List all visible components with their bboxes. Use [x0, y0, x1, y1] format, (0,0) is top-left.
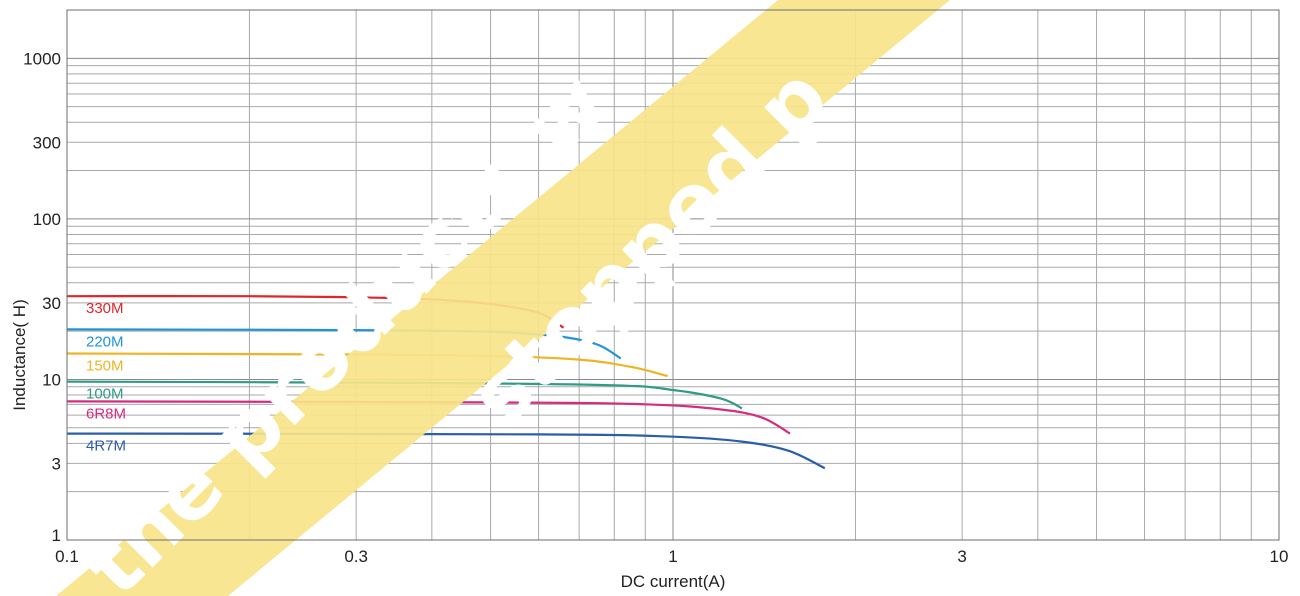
plot-frame [66, 9, 1280, 541]
series-label-6R8M: 6R8M [86, 405, 126, 422]
y-tick-label: 3 [52, 454, 61, 473]
watermark: the products w stopped p [56, 0, 950, 596]
series-label-150M: 150M [86, 358, 124, 375]
tick-labels: 0.1 0.3 1 3 10 1 3 10 30 100 300 1000 [23, 49, 1288, 566]
series-line-100M [66, 380, 743, 410]
x-tick-label: 0.3 [344, 547, 368, 566]
series-line-6R8M [66, 400, 791, 435]
y-tick-label: 100 [33, 210, 61, 229]
watermark-band [56, 0, 950, 596]
x-tick-label: 10 [1270, 547, 1289, 566]
y-tick-label: 1000 [23, 49, 61, 68]
x-tick-label: 0.1 [55, 547, 79, 566]
grid [67, 10, 1279, 540]
y-tick-label: 1 [52, 526, 61, 545]
y-tick-label: 10 [42, 370, 61, 389]
x-tick-label: 3 [957, 547, 966, 566]
y-tick-label: 300 [33, 133, 61, 152]
series-label-330M: 330M [86, 300, 124, 317]
series-label-4R7M: 4R7M [86, 438, 126, 455]
x-tick-label: 1 [668, 547, 677, 566]
series-label-220M: 220M [86, 333, 124, 350]
series-label-100M: 100M [86, 386, 124, 403]
series-labels: 330M 220M 150M 100M 6R8M 4R7M [86, 300, 126, 454]
y-tick-label: 30 [42, 294, 61, 313]
y-axis-title: Inductance( H) [10, 299, 29, 411]
x-axis-title: DC current(A) [621, 572, 726, 591]
